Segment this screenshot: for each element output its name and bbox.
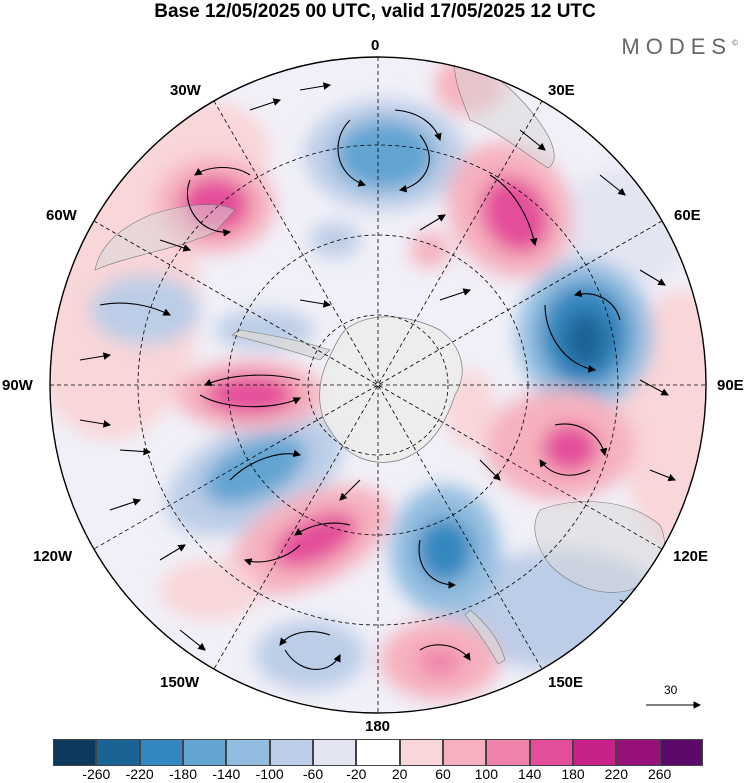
lon-label-180: 180 bbox=[365, 718, 390, 735]
lon-label-150w: 150W bbox=[160, 674, 199, 691]
lon-label-120e: 120E bbox=[673, 548, 708, 565]
legend-tick-label: 180 bbox=[561, 766, 584, 782]
legend-tick-label: -180 bbox=[169, 766, 197, 782]
legend-swatch bbox=[183, 739, 226, 766]
lon-label-90w: 90W bbox=[2, 377, 33, 394]
lon-label-60e: 60E bbox=[674, 207, 701, 224]
legend-swatch bbox=[313, 739, 356, 766]
legend-tick-label: 60 bbox=[435, 766, 451, 782]
map-disc bbox=[20, 50, 740, 730]
legend-swatch bbox=[226, 739, 269, 766]
legend-swatch bbox=[270, 739, 313, 766]
legend-swatch bbox=[660, 739, 703, 766]
legend-tick-label: 220 bbox=[605, 766, 628, 782]
legend-tick-label: -100 bbox=[256, 766, 284, 782]
legend-swatch bbox=[443, 739, 486, 766]
legend-tick-label: -20 bbox=[346, 766, 366, 782]
legend-tick-label: -140 bbox=[212, 766, 240, 782]
legend-swatch bbox=[486, 739, 529, 766]
legend-ticks: -260 -220 -180 -140 -100 -60 -20 20 60 100 140 180 2… bbox=[53, 766, 703, 782]
legend-swatch bbox=[573, 739, 616, 766]
legend-swatch bbox=[400, 739, 443, 766]
legend-tick-label: -220 bbox=[126, 766, 154, 782]
lon-label-90e: 90E bbox=[717, 377, 744, 394]
vector-scale-label: 30 bbox=[664, 683, 677, 697]
legend-swatch bbox=[53, 739, 96, 766]
legend-tick-label: 260 bbox=[648, 766, 671, 782]
legend-tick-label: -60 bbox=[303, 766, 323, 782]
legend-swatch bbox=[356, 739, 399, 766]
legend-swatch bbox=[616, 739, 659, 766]
lon-label-150e: 150E bbox=[548, 674, 583, 691]
lon-label-120w: 120W bbox=[33, 548, 72, 565]
polar-map bbox=[0, 0, 750, 735]
legend-tick-label: 20 bbox=[392, 766, 408, 782]
legend-swatch bbox=[96, 739, 139, 766]
lon-label-60w: 60W bbox=[46, 207, 77, 224]
lon-label-0: 0 bbox=[371, 37, 379, 54]
color-legend bbox=[53, 739, 703, 764]
legend-swatch bbox=[140, 739, 183, 766]
legend-tick-label: 140 bbox=[518, 766, 541, 782]
legend-swatch bbox=[530, 739, 573, 766]
legend-tick-label: 100 bbox=[475, 766, 498, 782]
lon-label-30e: 30E bbox=[548, 82, 575, 99]
legend-tick-label: -260 bbox=[82, 766, 110, 782]
lon-label-30w: 30W bbox=[170, 82, 201, 99]
